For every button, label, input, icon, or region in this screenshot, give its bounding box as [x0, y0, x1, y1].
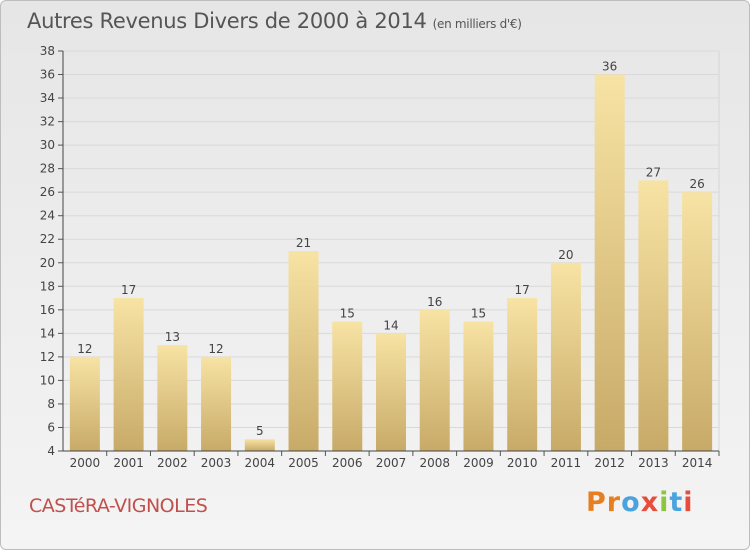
y-tick-label: 12: [40, 350, 55, 364]
y-tick-label: 36: [40, 68, 55, 82]
logo-letter: o: [621, 487, 641, 518]
commune-name: CASTéRA-VIGNOLES: [29, 495, 208, 517]
bar: [507, 298, 538, 451]
data-label: 13: [165, 330, 180, 344]
x-tick-label: 2008: [419, 456, 450, 470]
bar: [69, 356, 100, 451]
bar: [638, 180, 669, 452]
logo-letter: t: [669, 487, 684, 518]
y-tick-label: 32: [40, 115, 55, 129]
bar: [376, 333, 406, 451]
x-tick-label: 2004: [245, 456, 276, 470]
x-tick-label: 2002: [157, 456, 188, 470]
bar: [419, 309, 450, 451]
x-tick-label: 2013: [638, 456, 669, 470]
data-label: 12: [208, 342, 223, 356]
title-unit: (en milliers d'€): [432, 17, 522, 31]
bar: [201, 356, 232, 451]
x-tick-label: 2007: [376, 456, 407, 470]
data-label: 17: [515, 283, 530, 297]
x-tick-label: 2001: [113, 456, 144, 470]
y-tick-label: 20: [40, 256, 55, 270]
logo-letter: x: [640, 487, 660, 518]
logo-letter: r: [606, 487, 622, 518]
data-label: 27: [646, 165, 661, 179]
y-tick-label: 14: [40, 326, 55, 340]
logo-letter: P: [586, 487, 607, 518]
data-label: 36: [602, 60, 617, 74]
data-label: 26: [689, 177, 704, 191]
data-label: 12: [77, 342, 92, 356]
x-tick-label: 2012: [594, 456, 625, 470]
x-tick-label: 2003: [201, 456, 232, 470]
x-tick-label: 2000: [70, 456, 101, 470]
data-label: 14: [383, 318, 398, 332]
y-tick-label: 22: [40, 232, 55, 246]
y-tick-label: 18: [40, 279, 55, 293]
y-tick-label: 8: [47, 397, 55, 411]
logo-letter: i: [683, 487, 694, 518]
title-text: Autres Revenus Divers de 2000 à 2014: [27, 9, 427, 33]
y-tick-label: 6: [47, 420, 55, 434]
bar: [682, 192, 713, 452]
y-tick-label: 24: [40, 209, 55, 223]
x-tick-label: 2009: [463, 456, 494, 470]
x-tick-label: 2010: [507, 456, 538, 470]
x-tick-label: 2011: [551, 456, 582, 470]
data-label: 20: [558, 248, 573, 262]
data-label: 5: [256, 424, 264, 438]
bar: [157, 345, 188, 451]
x-tick-label: 2005: [288, 456, 319, 470]
bar: [244, 439, 275, 451]
proxiti-logo: Proxiti: [586, 487, 694, 518]
y-tick-label: 28: [40, 162, 55, 176]
y-tick-label: 26: [40, 185, 55, 199]
x-tick-label: 2006: [332, 456, 363, 470]
bar: [594, 74, 625, 451]
bar: [463, 321, 494, 451]
data-label: 15: [471, 307, 486, 321]
x-tick-label: 2014: [682, 456, 713, 470]
bar: [113, 298, 144, 451]
bar: [550, 262, 581, 451]
data-label: 16: [427, 295, 442, 309]
chart-title: Autres Revenus Divers de 2000 à 2014 (en …: [27, 9, 522, 33]
data-label: 17: [121, 283, 136, 297]
y-tick-label: 34: [40, 91, 55, 105]
data-label: 15: [340, 307, 355, 321]
bar: [288, 251, 319, 451]
y-tick-label: 4: [47, 444, 55, 458]
y-tick-label: 10: [40, 373, 55, 387]
bar: [332, 321, 363, 451]
logo-letter: i: [659, 487, 670, 518]
y-tick-label: 30: [40, 138, 55, 152]
y-tick-label: 16: [40, 303, 55, 317]
data-label: 21: [296, 236, 311, 250]
y-tick-label: 38: [40, 44, 55, 58]
